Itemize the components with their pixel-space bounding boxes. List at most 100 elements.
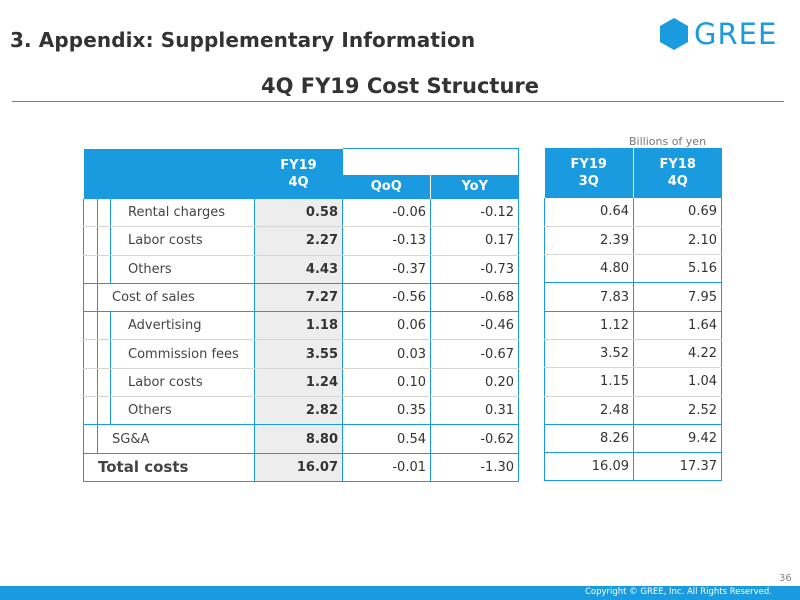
row-label: SG&A [83,424,255,454]
current-value: 4.43 [254,255,343,284]
row-label-text: SG&A [112,431,150,447]
table-row: 2.39 2.10 [544,226,722,256]
table-row: 3.52 4.22 [544,339,722,369]
current-value: 2.82 [254,396,343,425]
fy19-3q-value: 8.26 [544,423,634,454]
fy18-4q-value: 9.42 [633,423,722,454]
current-value: 16.07 [254,452,343,482]
header-label-cell [83,148,255,199]
fy18-4q-value: 4.22 [633,339,722,369]
yoy-value: 0.17 [430,226,519,256]
hexagon-icon [660,18,688,50]
fy19-3q-value: 1.15 [544,367,634,397]
table-row: 1.15 1.04 [544,367,722,397]
fy18-4q-value: 7.95 [633,282,722,312]
row-label: Rental charges [83,198,255,228]
qoq-value: 0.06 [342,311,431,341]
logo-text: GREE [694,16,778,51]
title-divider [12,101,784,102]
fy18-4q-value: 5.16 [633,254,722,283]
row-label-text: Advertising [128,318,202,334]
current-value: 1.18 [254,311,343,341]
qoq-value: 0.10 [342,368,431,398]
yoy-value: -0.73 [430,255,519,284]
row-label-text: Commission fees [128,346,239,362]
fy18-4q-value: 1.04 [633,367,722,397]
qoq-value: -0.37 [342,255,431,284]
copyright: Copyright © GREE, Inc. All Rights Reserv… [584,587,772,597]
qoq-value: 0.35 [342,396,431,425]
cost-table-comparison: FY19 3Q FY18 4Q 0.64 0.69 2.39 2.10 4.80 5.16 7.… [544,148,722,482]
fy19-3q-value: 7.83 [544,282,634,312]
current-value: 3.55 [254,339,343,369]
current-value: 1.24 [254,368,343,398]
table-row: Others 2.82 0.35 0.31 [83,396,519,425]
fy18-4q-value: 2.10 [633,226,722,256]
table-row: SG&A 8.80 0.54 -0.62 [83,424,519,454]
table-row: Cost of sales 7.27 -0.56 -0.68 [83,282,519,313]
table-row: Labor costs 2.27 -0.13 0.17 [83,226,519,256]
qoq-value: 0.54 [342,424,431,454]
fy19-3q-value: 0.64 [544,198,634,227]
header-qoq: QoQ [342,174,431,199]
fy19-3q-value: 4.80 [544,254,634,283]
row-label-text: Cost of sales [112,290,195,306]
row-label: Commission fees [83,339,255,369]
row-label: Labor costs [83,368,255,398]
fy18-4q-value: 17.37 [633,452,722,482]
current-value: 2.27 [254,226,343,256]
section-title: 3. Appendix: Supplementary Information [10,28,476,52]
fy19-3q-value: 1.12 [544,311,634,340]
row-label: Advertising [83,311,255,341]
fy19-3q-value: 3.52 [544,339,634,369]
row-label-text: Labor costs [128,233,203,249]
table-row: Commission fees 3.55 0.03 -0.67 [83,339,519,369]
table-row: Rental charges 0.58 -0.06 -0.12 [83,198,519,228]
fy18-4q-value: 0.69 [633,198,722,227]
header-yoy: YoY [430,174,519,199]
table-row: 1.12 1.64 [544,311,722,340]
cost-table-main: FY19 4Q QoQ YoY Rental charges 0.58 -0.06 -0… [83,148,519,482]
table-row: 2.48 2.52 [544,396,722,425]
row-label: Others [83,396,255,425]
table-row: 16.09 17.37 [544,452,722,482]
header-change-group [342,148,519,175]
yoy-value: -1.30 [430,452,519,482]
yoy-value: -0.62 [430,424,519,454]
yoy-value: -0.68 [430,282,519,313]
fy19-3q-value: 16.09 [544,452,634,482]
fy19-3q-value: 2.48 [544,396,634,425]
row-label-text: Rental charges [128,204,225,220]
current-value: 7.27 [254,282,343,313]
qoq-value: -0.06 [342,198,431,228]
yoy-value: 0.20 [430,368,519,398]
current-value: 8.80 [254,424,343,454]
row-label-text: Others [128,261,172,277]
gree-logo: GREE [660,18,777,50]
yoy-value: 0.31 [430,396,519,425]
table-row: Labor costs 1.24 0.10 0.20 [83,368,519,398]
page-number: 36 [779,573,792,584]
fy19-3q-value: 2.39 [544,226,634,256]
row-label-text: Total costs [98,458,189,477]
qoq-value: -0.13 [342,226,431,256]
table-row: Total costs 16.07 -0.01 -1.30 [83,452,519,482]
qoq-value: -0.56 [342,282,431,313]
current-value: 0.58 [254,198,343,228]
table-row: 0.64 0.69 [544,198,722,227]
fy18-4q-value: 2.52 [633,396,722,425]
fy18-4q-value: 1.64 [633,311,722,340]
row-label: Others [83,255,255,284]
qoq-value: -0.01 [342,452,431,482]
yoy-value: -0.67 [430,339,519,369]
header-fy18-4q: FY18 4Q [633,148,722,198]
header-fy19-3q: FY19 3Q [544,148,634,198]
header-current-period: FY19 4Q [254,148,343,199]
row-label-text: Labor costs [128,374,203,390]
table-row: 4.80 5.16 [544,254,722,283]
qoq-value: 0.03 [342,339,431,369]
row-label-text: Others [128,403,172,419]
row-label: Total costs [83,452,255,482]
table-row: 7.83 7.95 [544,282,722,312]
slide-title: 4Q FY19 Cost Structure [260,74,540,98]
